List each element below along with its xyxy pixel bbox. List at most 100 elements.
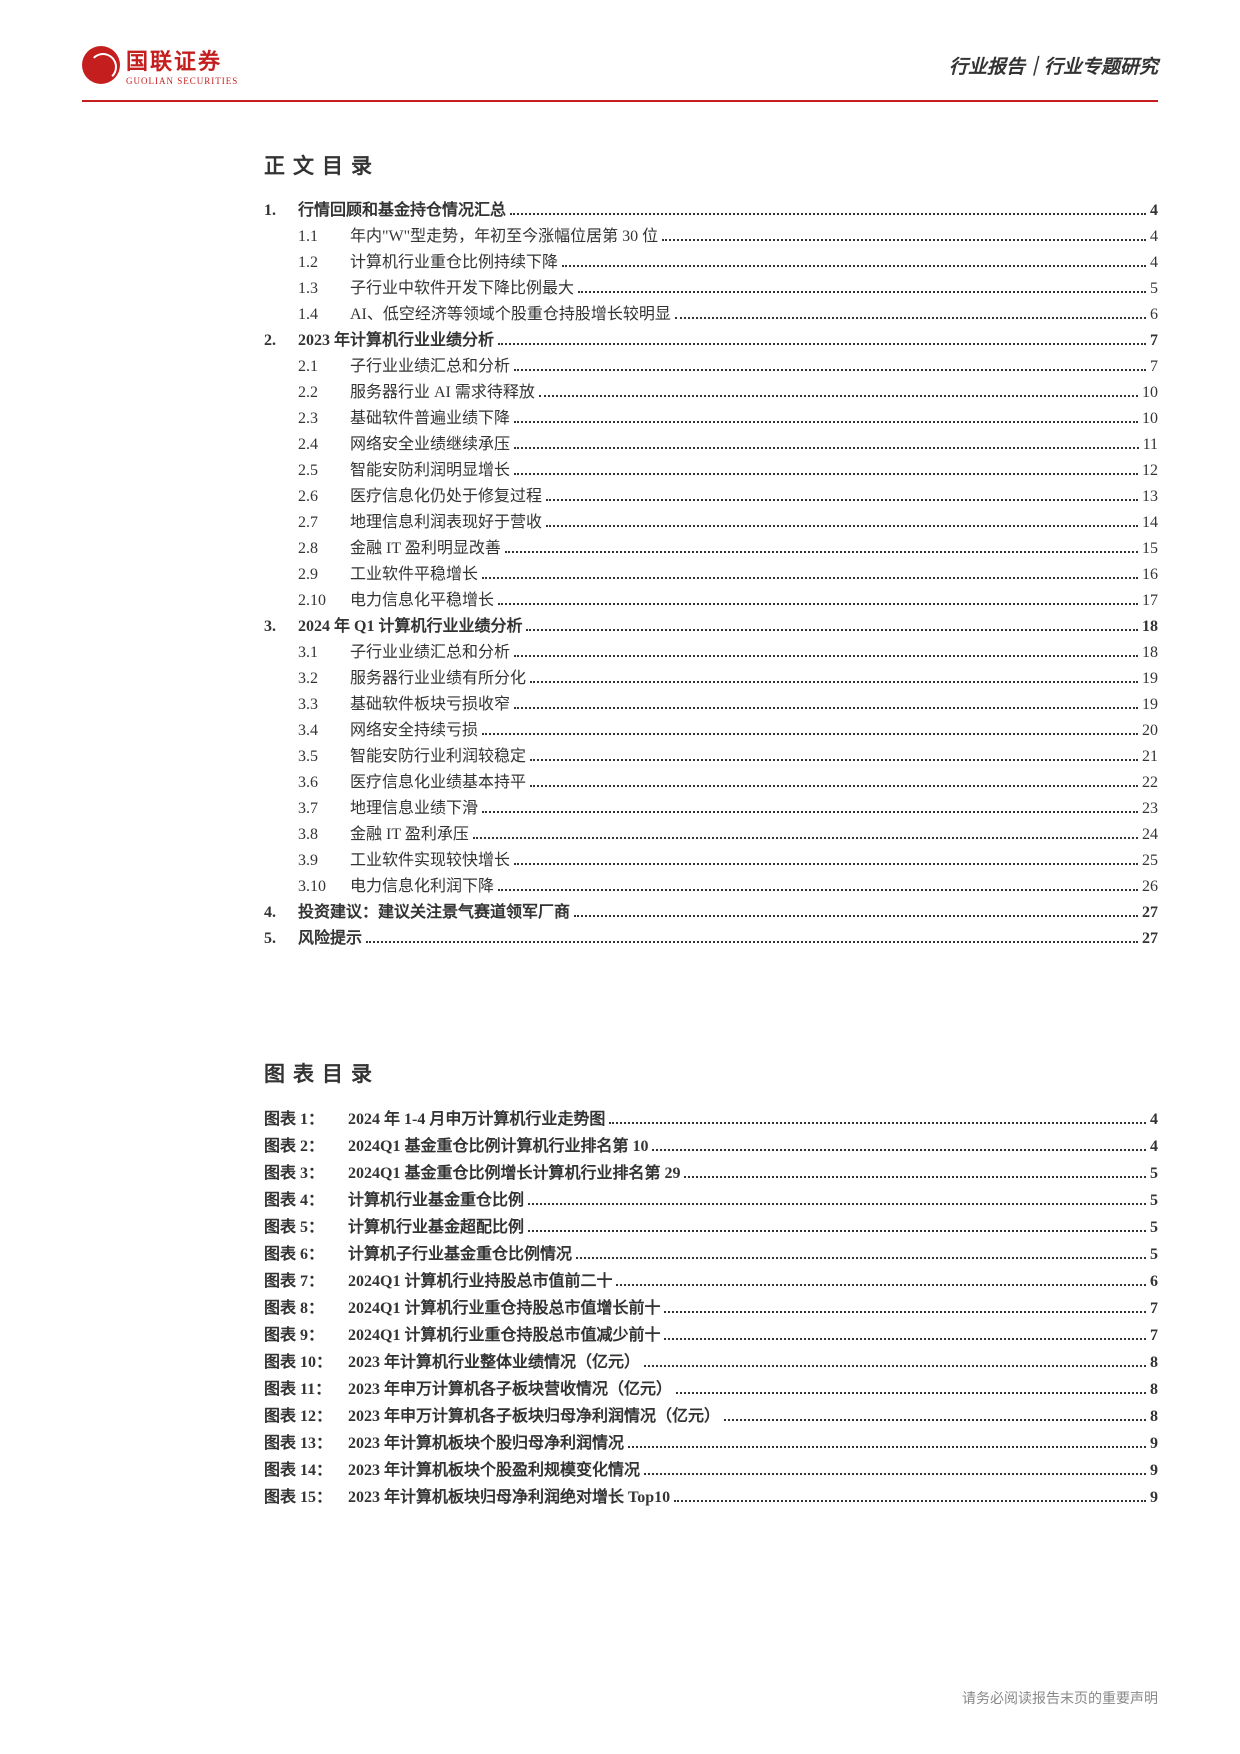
toc-number: 1.4 [298, 302, 350, 328]
figure-title: 2023 年计算机板块归母净利润绝对增长 Top10 [348, 1484, 670, 1511]
figure-entry: 图表 3：2024Q1 基金重仓比例增长计算机行业排名第 295 [264, 1160, 1158, 1187]
figure-entry: 图表 8：2024Q1 计算机行业重仓持股总市值增长前十7 [264, 1295, 1158, 1322]
toc-title: 医疗信息化仍处于修复过程 [350, 484, 542, 510]
toc-number: 2.4 [298, 432, 350, 458]
toc-entry: 1.2计算机行业重仓比例持续下降 4 [264, 250, 1158, 276]
figure-title: 2024Q1 计算机行业持股总市值前二十 [348, 1268, 612, 1295]
figure-label: 图表 9： [264, 1322, 348, 1349]
figure-dots [684, 1176, 1146, 1178]
toc-title: 基础软件普遍业绩下降 [350, 406, 510, 432]
toc-page: 4 [1150, 224, 1158, 250]
toc-title: 电力信息化平稳增长 [350, 588, 494, 614]
toc-title: 计算机行业重仓比例持续下降 [350, 250, 558, 276]
toc-entry: 3.8金融 IT 盈利承压24 [264, 822, 1158, 848]
toc-number: 2.6 [298, 484, 350, 510]
logo-text-cn: 国联证券 [126, 44, 238, 76]
toc-entry: 3.2服务器行业业绩有所分化19 [264, 666, 1158, 692]
figure-title: 计算机子行业基金重仓比例情况 [348, 1241, 572, 1268]
figure-label: 图表 8： [264, 1295, 348, 1322]
toc-page: 18 [1142, 640, 1158, 666]
toc-number: 2.1 [298, 354, 350, 380]
toc-page: 10 [1142, 380, 1158, 406]
toc-number: 3.3 [298, 692, 350, 718]
figure-dots [616, 1284, 1146, 1286]
toc-entry: 1.3子行业中软件开发下降比例最大5 [264, 276, 1158, 302]
figure-label: 图表 12： [264, 1403, 348, 1430]
toc-entry: 3.6医疗信息化业绩基本持平22 [264, 770, 1158, 796]
figure-page: 9 [1150, 1430, 1158, 1457]
toc-title: 网络安全持续亏损 [350, 718, 478, 744]
figure-label: 图表 11： [264, 1376, 348, 1403]
toc-number: 3.7 [298, 796, 350, 822]
toc-title: 服务器行业 AI 需求待释放 [350, 380, 535, 406]
figure-entry: 图表 1：2024 年 1-4 月申万计算机行业走势图4 [264, 1106, 1158, 1133]
toc-entry: 3.1子行业业绩汇总和分析18 [264, 640, 1158, 666]
toc-title: 网络安全业绩继续承压 [350, 432, 510, 458]
figure-dots [664, 1311, 1146, 1313]
toc-title: 智能安防利润明显增长 [350, 458, 510, 484]
figure-dots [644, 1473, 1146, 1475]
toc-dots [482, 577, 1138, 579]
figure-dots [609, 1122, 1146, 1124]
toc-entry: 2.2服务器行业 AI 需求待释放 10 [264, 380, 1158, 406]
toc-page: 19 [1142, 692, 1158, 718]
figure-dots [528, 1230, 1146, 1232]
toc-page: 7 [1150, 354, 1158, 380]
toc-title: 2024 年 Q1 计算机行业业绩分析 [298, 614, 522, 640]
toc-heading: 正文目录 [264, 150, 1158, 180]
toc-number: 2.3 [298, 406, 350, 432]
figure-entry: 图表 4：计算机行业基金重仓比例5 [264, 1187, 1158, 1214]
toc-title: 服务器行业业绩有所分化 [350, 666, 526, 692]
toc-title: 子行业业绩汇总和分析 [350, 354, 510, 380]
figure-dots [628, 1446, 1146, 1448]
figure-title: 2024Q1 计算机行业重仓持股总市值增长前十 [348, 1295, 660, 1322]
toc-dots [530, 681, 1138, 683]
figure-label: 图表 5： [264, 1214, 348, 1241]
toc-number: 2.2 [298, 380, 350, 406]
toc-list: 1.行情回顾和基金持仓情况汇总41.1年内"W"型走势，年初至今涨幅位居第 30… [264, 198, 1158, 952]
toc-dots [514, 863, 1138, 865]
figure-label: 图表 1： [264, 1106, 348, 1133]
figure-entry: 图表 13：2023 年计算机板块个股归母净利润情况9 [264, 1430, 1158, 1457]
toc-dots [473, 837, 1138, 839]
header-category: 行业报告｜行业专题研究 [949, 52, 1158, 79]
figure-page: 8 [1150, 1349, 1158, 1376]
toc-title: 金融 IT 盈利明显改善 [350, 536, 501, 562]
figure-dots [528, 1203, 1146, 1205]
figure-title: 2024Q1 基金重仓比例增长计算机行业排名第 29 [348, 1160, 680, 1187]
figure-page: 8 [1150, 1376, 1158, 1403]
header-divider [82, 100, 1158, 102]
figure-dots [652, 1149, 1146, 1151]
toc-number: 4. [264, 900, 298, 926]
toc-page: 18 [1142, 614, 1158, 640]
figure-dots [676, 1392, 1146, 1394]
figure-title: 2023 年计算机行业整体业绩情况（亿元） [348, 1349, 640, 1376]
toc-number: 1. [264, 198, 298, 224]
figure-label: 图表 15： [264, 1484, 348, 1511]
toc-page: 4 [1150, 250, 1158, 276]
toc-number: 1.2 [298, 250, 350, 276]
figure-page: 8 [1150, 1403, 1158, 1430]
toc-number: 3.10 [298, 874, 350, 900]
toc-number: 1.3 [298, 276, 350, 302]
toc-entry: 3.3基础软件板块亏损收窄19 [264, 692, 1158, 718]
figure-dots [664, 1338, 1146, 1340]
toc-page: 26 [1142, 874, 1158, 900]
toc-entry: 2.3基础软件普遍业绩下降10 [264, 406, 1158, 432]
toc-page: 25 [1142, 848, 1158, 874]
figure-label: 图表 14： [264, 1457, 348, 1484]
toc-dots [578, 291, 1146, 293]
toc-entry: 1.行情回顾和基金持仓情况汇总4 [264, 198, 1158, 224]
toc-number: 3.2 [298, 666, 350, 692]
content-area: 正文目录 1.行情回顾和基金持仓情况汇总41.1年内"W"型走势，年初至今涨幅位… [264, 150, 1158, 1511]
toc-number: 3.1 [298, 640, 350, 666]
figure-title: 2023 年申万计算机各子板块营收情况（亿元） [348, 1376, 672, 1403]
toc-entry: 5.风险提示27 [264, 926, 1158, 952]
toc-dots [514, 369, 1146, 371]
toc-dots [562, 265, 1146, 267]
figure-dots [724, 1419, 1146, 1421]
toc-page: 4 [1150, 198, 1158, 224]
figure-entry: 图表 11：2023 年申万计算机各子板块营收情况（亿元） 8 [264, 1376, 1158, 1403]
toc-page: 27 [1142, 900, 1158, 926]
figure-entry: 图表 14：2023 年计算机板块个股盈利规模变化情况9 [264, 1457, 1158, 1484]
